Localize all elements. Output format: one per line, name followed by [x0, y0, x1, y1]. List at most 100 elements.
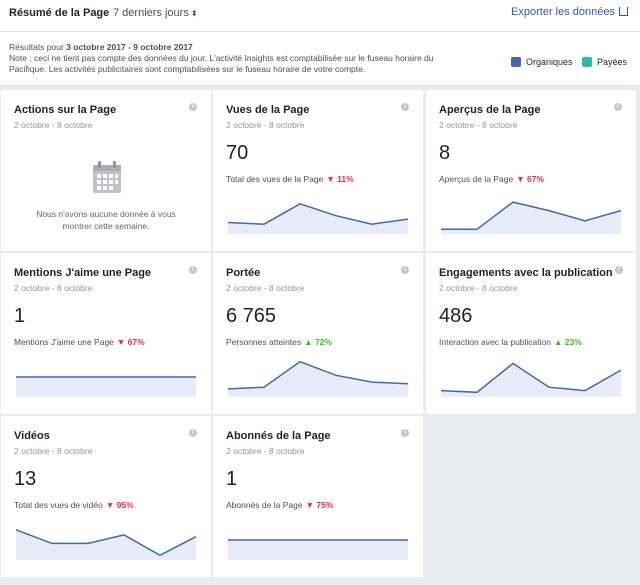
- empty-line-2: montrer cette semaine.: [62, 221, 150, 231]
- legend-organic-label: Organiques: [526, 57, 573, 67]
- card-date: 2 octobre - 8 octobre: [439, 283, 518, 293]
- metric-subtitle: Abonnés de la Page ▼ 75%: [226, 500, 333, 510]
- metric-value: 6 765: [226, 305, 277, 327]
- card-date: 2 octobre - 8 octobre: [226, 283, 305, 293]
- card-title: Mentions J'aime une Page: [14, 267, 152, 279]
- sparkline-chart: [228, 539, 408, 560]
- metric-label: Aperçus de la Page: [439, 174, 514, 184]
- sparkline-line: [228, 202, 408, 225]
- results-line: Résultats pour 3 octobre 2017 - 9 octobr…: [9, 42, 193, 53]
- card-date: 2 octobre - 8 octobre: [439, 120, 518, 130]
- results-dates: 3 octobre 2017 - 9 octobre 2017: [66, 42, 193, 52]
- card-title: Actions sur la Page: [14, 104, 117, 116]
- info-icon[interactable]: i: [189, 266, 197, 274]
- card-reach[interactable]: Portée 2 octobre - 8 octobre i 6 765 Per…: [213, 253, 423, 414]
- trend-arrow: ▲: [304, 337, 313, 347]
- metric-value: 13: [14, 468, 37, 490]
- paid-swatch: [582, 57, 592, 67]
- card-page-views[interactable]: Vues de la Page 2 octobre - 8 octobre i …: [213, 90, 423, 251]
- trend-change: 11%: [337, 174, 354, 184]
- metric-label: Personnes atteintes: [226, 337, 302, 347]
- download-icon: [619, 7, 628, 16]
- trend-down-icon: ▼ 67%: [516, 174, 544, 184]
- trend-down-icon: ▼ 75%: [306, 500, 334, 510]
- info-icon[interactable]: i: [401, 429, 409, 437]
- calendar-icon: [93, 161, 121, 193]
- trend-change: 67%: [527, 174, 545, 184]
- trend-change: 67%: [127, 337, 145, 347]
- card-title: Aperçus de la Page: [439, 104, 541, 116]
- info-icon[interactable]: i: [614, 103, 622, 111]
- metric-subtitle: Total des vues de vidéo ▼ 95%: [14, 500, 134, 510]
- sparkline-area: [16, 529, 196, 560]
- metric-value: 1: [14, 305, 26, 327]
- trend-arrow: ▼: [326, 174, 335, 184]
- metric-label: Interaction avec la publication: [439, 337, 551, 347]
- card-page-likes[interactable]: Mentions J'aime une Page 2 octobre - 8 o…: [1, 253, 211, 414]
- info-icon[interactable]: i: [615, 266, 623, 274]
- empty-message: Nous n'avons aucune donnée à vous montre…: [1, 208, 211, 232]
- metric-label: Abonnés de la Page: [226, 500, 303, 510]
- info-icon[interactable]: i: [189, 429, 197, 437]
- export-data-link[interactable]: Exporter les données: [511, 6, 628, 18]
- trend-arrow: ▲: [554, 337, 563, 347]
- info-icon[interactable]: i: [189, 103, 197, 111]
- metric-value: 70: [226, 142, 249, 164]
- metric-label: Total des vues de la Page: [226, 174, 324, 184]
- sparkline-area: [441, 363, 621, 397]
- trend-change: 95%: [116, 500, 134, 510]
- card-page-previews[interactable]: Aperçus de la Page 2 octobre - 8 octobre…: [426, 90, 636, 251]
- sparkline-area: [228, 361, 408, 397]
- card-date: 2 octobre - 8 octobre: [14, 446, 93, 456]
- sparkline-line: [441, 201, 621, 231]
- empty-line-1: Nous n'avons aucune donnée à vous: [36, 209, 176, 219]
- info-icon[interactable]: i: [401, 266, 409, 274]
- metric-subtitle: Mentions J'aime une Page ▼ 67%: [14, 337, 145, 347]
- card-date: 2 octobre - 8 octobre: [226, 120, 305, 130]
- date-range-label: 7 derniers jours: [113, 7, 189, 19]
- metric-subtitle: Total des vues de la Page ▼ 11%: [226, 174, 354, 184]
- sparkline-chart: [228, 202, 408, 234]
- date-range-selector[interactable]: 7 derniers jours ⬍: [113, 7, 198, 19]
- trend-arrow: ▼: [116, 337, 126, 347]
- export-label: Exporter les données: [511, 6, 615, 18]
- trend-down-icon: ▼ 67%: [117, 337, 145, 347]
- organic-swatch: [511, 57, 521, 67]
- sparkline-chart: [441, 201, 621, 234]
- page-title: Résumé de la Page: [9, 7, 110, 19]
- legend-organic: Organiques: [511, 57, 573, 67]
- sparkline-line: [16, 529, 196, 557]
- trend-down-icon: ▼ 11%: [326, 174, 353, 184]
- note-line-3: Pacifique. Les activités publicitaires s…: [9, 64, 366, 74]
- card-date: 2 octobre - 8 octobre: [226, 446, 305, 456]
- sparkline-chart: [16, 376, 196, 397]
- card-title: Vidéos: [14, 430, 50, 442]
- trend-down-icon: ▼ 95%: [106, 500, 134, 510]
- metric-value: 1: [226, 468, 238, 490]
- card-title: Abonnés de la Page: [226, 430, 331, 442]
- metric-label: Mentions J'aime une Page: [14, 337, 114, 347]
- sort-caret-icon: ⬍: [190, 9, 198, 18]
- sparkline-line: [228, 360, 408, 390]
- sparkline-chart: [441, 362, 621, 397]
- sparkline-area: [16, 377, 196, 397]
- trend-change: 23%: [564, 337, 582, 347]
- results-prefix: Résultats pour: [9, 42, 67, 52]
- metric-value: 8: [439, 142, 451, 164]
- metric-value: 486: [439, 305, 473, 327]
- metric-label: Total des vues de vidéo: [14, 500, 103, 510]
- legend-paid: Payées: [582, 57, 627, 67]
- trend-change: 72%: [314, 337, 332, 347]
- card-videos[interactable]: Vidéos 2 octobre - 8 octobre i 13 Total …: [1, 416, 211, 577]
- card-page-followers[interactable]: Abonnés de la Page 2 octobre - 8 octobre…: [213, 416, 423, 577]
- trend-up-icon: ▲ 72%: [304, 337, 332, 347]
- page-summary-header: Résumé de la Page 7 derniers jours ⬍ Expo…: [0, 0, 640, 32]
- card-page-actions[interactable]: Actions sur la Page 2 octobre - 8 octobr…: [1, 90, 211, 251]
- metric-subtitle: Personnes atteintes ▲ 72%: [226, 337, 332, 347]
- card-post-engagements[interactable]: Engagements avec la publication 2 octobr…: [426, 253, 636, 414]
- info-icon[interactable]: i: [401, 103, 409, 111]
- sparkline-line: [441, 362, 621, 394]
- metric-subtitle: Aperçus de la Page ▼ 67%: [439, 174, 544, 184]
- note-line-2: Note : ceci ne tient pas compte des donn…: [9, 53, 434, 63]
- sparkline-chart: [228, 360, 408, 397]
